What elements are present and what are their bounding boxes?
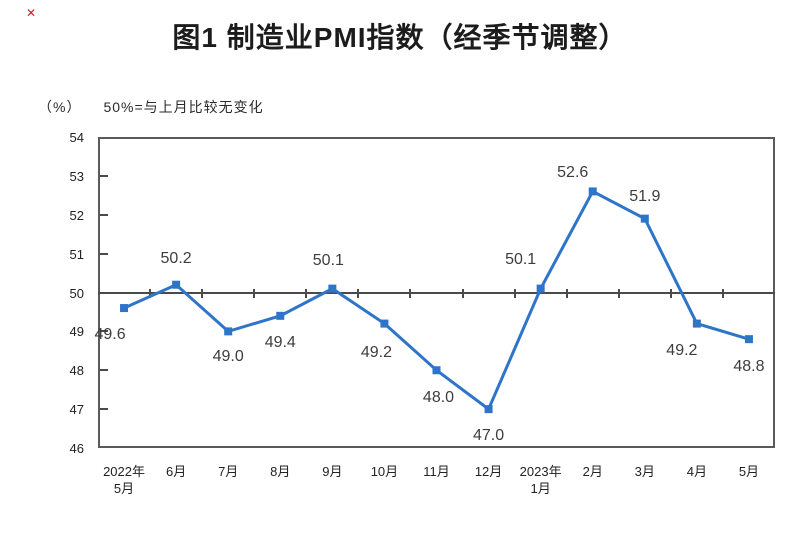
data-point-label: 47.0 — [472, 427, 505, 445]
data-point-label: 50.1 — [312, 251, 344, 269]
x-axis-tick — [409, 288, 412, 298]
reference-line-50 — [98, 291, 775, 294]
x-axis-tick — [617, 288, 620, 298]
data-point-label: 50.2 — [160, 249, 192, 267]
x-axis-tick — [357, 288, 360, 298]
x-axis-label: 11月 — [423, 464, 450, 479]
y-axis-label: 47 — [69, 402, 84, 418]
y-axis-label: 48 — [69, 363, 84, 379]
y-axis-tick — [100, 369, 108, 372]
chart-subtitle: （%） 50%=与上月比较无变化 — [38, 97, 264, 117]
x-axis-tick — [565, 288, 568, 298]
x-axis-label: 9月 — [322, 464, 343, 479]
x-axis-label: 10月 — [370, 464, 399, 479]
x-axis-tick — [669, 288, 672, 298]
data-point-marker — [120, 304, 129, 313]
broken-image-icon: ✕ — [26, 6, 37, 20]
y-axis-label: 46 — [69, 441, 84, 456]
y-axis-tick — [100, 408, 108, 411]
y-axis-label: 53 — [69, 168, 84, 184]
data-point-marker — [536, 284, 545, 293]
y-axis-label: 51 — [69, 246, 84, 262]
data-point-marker — [380, 319, 389, 328]
data-point-label: 49.0 — [212, 348, 244, 366]
x-axis-label: 5月 — [738, 464, 760, 479]
y-axis-tick — [100, 252, 108, 255]
y-axis-tick — [100, 330, 108, 333]
pmi-line-chart — [120, 187, 753, 414]
data-point-label: 48.0 — [422, 389, 455, 407]
data-point-marker — [328, 284, 337, 293]
x-axis-label: 3月 — [634, 464, 655, 479]
data-point-marker — [484, 405, 493, 414]
reference-note: 50%=与上月比较无变化 — [103, 99, 264, 115]
x-axis-label: 2月 — [582, 464, 603, 479]
x-axis-tick — [513, 288, 516, 298]
y-axis-label: 49 — [69, 324, 84, 340]
y-axis-tick — [100, 291, 108, 294]
y-axis-label: 54 — [69, 130, 84, 145]
data-point-marker — [276, 311, 285, 320]
data-point-label: 48.8 — [733, 358, 765, 376]
data-point-label: 49.6 — [94, 326, 126, 344]
data-point-marker — [640, 214, 649, 223]
data-point-marker — [432, 366, 441, 375]
data-point-label: 49.2 — [360, 343, 392, 361]
y-axis-label: 50 — [69, 285, 84, 301]
x-axis-tick — [201, 288, 204, 298]
plot-area — [98, 137, 775, 448]
data-point-marker — [588, 187, 597, 196]
y-axis-tick — [100, 213, 108, 216]
data-point-label: 49.2 — [666, 341, 698, 359]
data-point-label: 52.6 — [557, 164, 589, 182]
data-point-marker — [172, 280, 181, 289]
y-axis-tick — [100, 174, 108, 177]
x-axis-label: 8月 — [270, 464, 291, 479]
data-point-label: 49.4 — [264, 333, 296, 351]
x-axis-label: 7月 — [218, 464, 239, 479]
data-point-marker — [224, 327, 233, 336]
y-axis-label: 52 — [69, 207, 84, 223]
pmi-series-line — [123, 189, 750, 412]
x-axis-label: 6月 — [165, 464, 187, 479]
data-point-label: 51.9 — [629, 187, 661, 205]
x-axis-label: 4月 — [686, 464, 707, 479]
data-point-label: 50.1 — [505, 250, 537, 268]
x-axis-label: 12月 — [474, 464, 503, 479]
x-axis-label: 2022年 5月 — [103, 464, 145, 496]
x-axis-tick — [253, 288, 256, 298]
x-axis-tick — [149, 288, 152, 298]
x-axis-tick — [461, 288, 464, 298]
x-axis-tick — [305, 288, 308, 298]
chart-title: 图1 制造业PMI指数（经季节调整） — [172, 22, 628, 53]
data-point-marker — [744, 335, 753, 344]
x-axis-label: 2023年 1月 — [519, 464, 562, 496]
y-axis-unit-label: （%） — [38, 99, 82, 115]
x-axis-tick — [721, 288, 724, 298]
data-point-marker — [692, 319, 701, 328]
